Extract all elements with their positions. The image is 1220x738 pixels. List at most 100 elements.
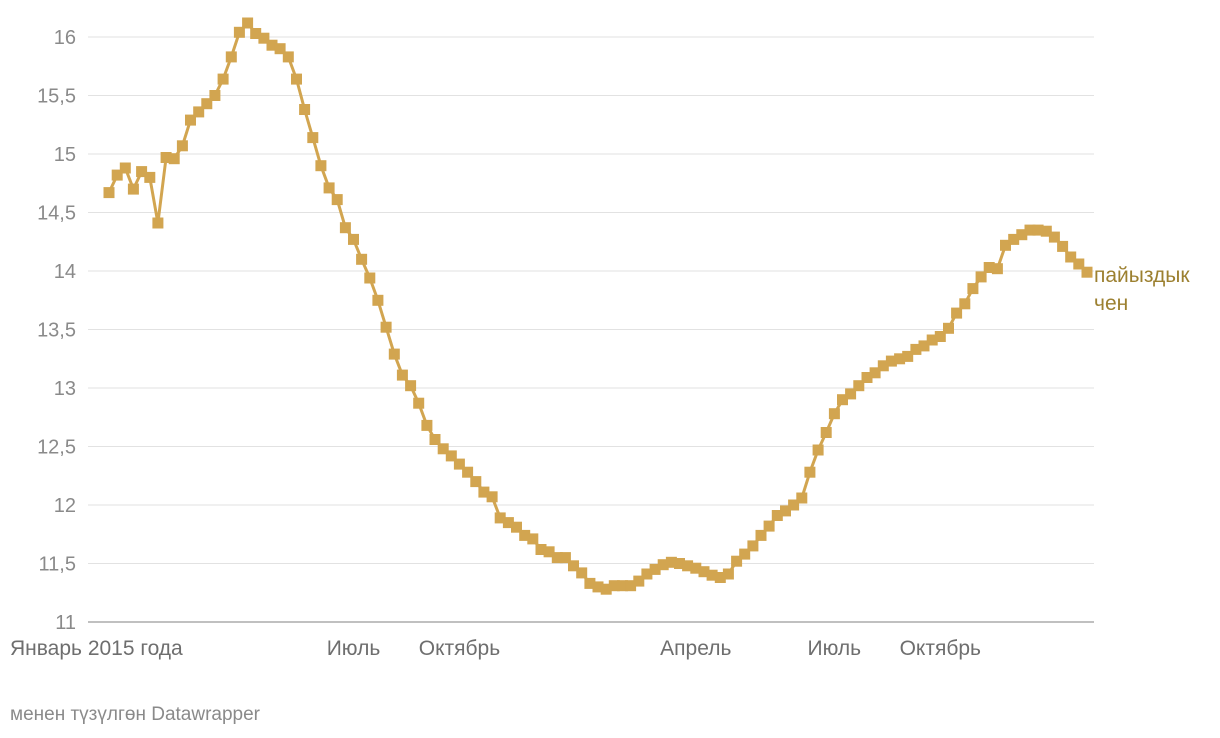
y-tick-label: 16 <box>54 27 76 49</box>
data-point <box>714 572 726 583</box>
data-point <box>315 160 327 172</box>
data-point <box>763 520 775 532</box>
x-tick-label: Июль <box>808 637 862 660</box>
y-tick-label: 12 <box>54 495 76 517</box>
data-point <box>674 558 685 569</box>
data-point <box>1040 225 1052 237</box>
y-tick-label: 11 <box>55 612 76 634</box>
data-point <box>103 187 115 199</box>
data-point <box>975 271 987 283</box>
y-tick-label: 15 <box>54 144 76 166</box>
data-point <box>828 408 840 420</box>
y-tick-label: 13 <box>54 378 76 400</box>
series-label: пайыздык чен <box>1094 264 1190 315</box>
y-axis-tick-labels: 16 15,5 15 14,5 14 13,5 13 12,5 12 11,5 11 <box>37 27 76 634</box>
data-point <box>470 476 482 488</box>
data-point <box>576 567 588 579</box>
data-point <box>372 294 384 306</box>
data-point <box>413 397 425 409</box>
data-point <box>747 540 759 552</box>
x-axis-tick-labels: Январь 2015 года Июль Октябрь Апрель Июль Окт… <box>10 637 981 660</box>
data-point <box>282 51 294 63</box>
data-point <box>943 322 954 334</box>
data-point <box>511 521 522 533</box>
data-point <box>788 499 800 511</box>
data-point <box>902 350 914 362</box>
data-point <box>307 132 319 144</box>
data-point <box>388 348 400 360</box>
data-point <box>274 43 286 55</box>
data-point <box>176 140 188 152</box>
data-point <box>127 183 139 195</box>
y-tick-label: 14,5 <box>37 203 76 225</box>
data-point <box>649 563 661 575</box>
data-point <box>242 17 254 29</box>
y-tick-label: 11,5 <box>39 554 76 576</box>
data-point <box>698 566 710 578</box>
data-point <box>820 427 832 438</box>
data-point <box>633 575 645 587</box>
data-point <box>926 334 938 346</box>
data-point <box>600 583 612 595</box>
data-point <box>396 369 408 381</box>
data-point <box>690 562 702 574</box>
data-point <box>494 512 506 524</box>
data-point <box>486 491 498 503</box>
data-point <box>1024 224 1036 236</box>
data-point <box>201 98 213 110</box>
data-point <box>739 548 751 560</box>
data-point <box>584 577 596 589</box>
x-tick-label: Октябрь <box>419 637 500 660</box>
data-point <box>869 367 881 379</box>
data-point <box>1000 239 1011 251</box>
data-point <box>193 106 205 118</box>
data-point <box>559 552 571 564</box>
data-point <box>731 555 743 567</box>
series-label-line: пайыздык <box>1094 264 1190 287</box>
data-point <box>983 262 995 273</box>
footer-credit: менен түзүлгөн Datawrapper <box>10 704 261 725</box>
data-point <box>771 510 783 521</box>
data-point <box>812 444 824 456</box>
data-point <box>1057 240 1069 252</box>
series-label-line: чен <box>1094 292 1128 315</box>
data-point <box>1016 229 1028 241</box>
data-point <box>951 307 963 319</box>
data-point <box>617 580 628 592</box>
data-point <box>535 544 547 555</box>
data-point <box>657 559 669 571</box>
data-point <box>722 568 734 580</box>
data-point <box>861 372 873 383</box>
data-point <box>755 529 767 541</box>
data-point <box>429 434 441 445</box>
data-point <box>885 355 897 367</box>
data-point <box>837 394 848 406</box>
data-point <box>959 298 971 310</box>
data-point <box>380 321 392 333</box>
y-tick-label: 13,5 <box>37 320 76 342</box>
data-point <box>1008 233 1020 245</box>
data-point <box>877 360 889 372</box>
y-tick-label: 14 <box>54 261 76 283</box>
data-point <box>217 73 229 85</box>
data-point <box>991 263 1003 275</box>
series-line <box>107 21 1089 591</box>
data-point <box>1065 251 1077 263</box>
x-tick-label: Июль <box>327 637 381 660</box>
data-point <box>527 533 539 545</box>
data-point <box>209 90 221 101</box>
data-point <box>625 580 637 592</box>
data-point <box>291 73 302 85</box>
data-point <box>894 353 906 365</box>
data-point <box>233 26 245 38</box>
data-point <box>160 152 172 163</box>
gridlines <box>88 36 1094 623</box>
y-tick-label: 15,5 <box>37 86 76 108</box>
data-point <box>437 443 449 455</box>
data-point <box>967 283 979 295</box>
data-point <box>111 169 123 181</box>
data-point <box>331 194 343 206</box>
data-point <box>706 569 718 581</box>
x-tick-label: Апрель <box>660 637 731 660</box>
